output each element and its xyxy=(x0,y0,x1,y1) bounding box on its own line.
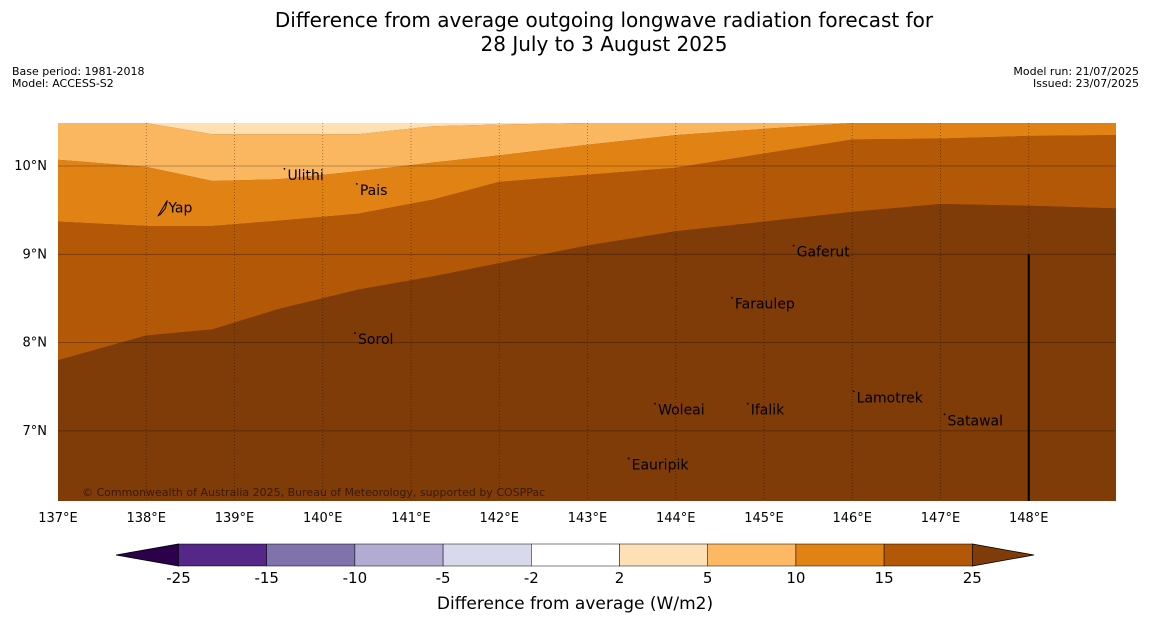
place-label-lamotrek: Lamotrek xyxy=(857,390,924,406)
island-ifalik-dot xyxy=(746,402,749,405)
colorbar-segment xyxy=(883,543,973,567)
place-label-pais: Pais xyxy=(360,183,388,199)
place-label-faraulep: Faraulep xyxy=(735,297,795,313)
colorbar-tick-label: -15 xyxy=(254,569,279,587)
lat-tick-label: 7°N xyxy=(23,424,48,439)
colorbar-segment xyxy=(707,543,797,567)
place-label-satawal: Satawal xyxy=(948,413,1003,429)
colorbar-tick-label: -25 xyxy=(166,569,191,587)
lon-tick-label: 147°E xyxy=(921,511,961,526)
lon-tick-label: 142°E xyxy=(479,511,519,526)
island-yap-outline xyxy=(157,200,168,217)
place-label-ulithi: Ulithi xyxy=(287,168,323,184)
colorbar-segment xyxy=(354,543,444,567)
lon-tick-label: 141°E xyxy=(391,511,431,526)
island-satawal-dot xyxy=(943,413,946,416)
lon-tick-label: 143°E xyxy=(568,511,608,526)
lon-tick-label: 139°E xyxy=(215,511,255,526)
contour-band-2 xyxy=(58,123,1116,181)
model-run: Model run: 21/07/2025 xyxy=(1013,65,1139,78)
model-name: Model: ACCESS-S2 xyxy=(12,77,114,90)
island-lamotrek-dot xyxy=(852,390,855,393)
colorbar-extend-low xyxy=(115,543,179,567)
lat-tick-label: 8°N xyxy=(23,336,48,351)
lat-tick-label: 9°N xyxy=(23,247,48,262)
island-woleai-dot xyxy=(654,402,656,405)
colorbar-extend-high xyxy=(971,543,1035,567)
contour-band-1 xyxy=(58,123,1116,135)
colorbar-tick-label: 2 xyxy=(615,569,625,587)
chart-title: Difference from average outgoing longwav… xyxy=(0,8,1150,56)
island-ulithi-dot xyxy=(283,167,286,170)
place-label-yap: Yap xyxy=(167,201,192,217)
colorbar-label: Difference from average (W/m2) xyxy=(436,594,714,614)
meta-right: Model run: 21/07/2025 Issued: 23/07/2025 xyxy=(1013,66,1139,90)
place-label-eauripik: Eauripik xyxy=(632,457,690,473)
title-line-2: 28 July to 3 August 2025 xyxy=(480,32,728,56)
colorbar-tick-label: 10 xyxy=(786,569,805,587)
colorbar-segment xyxy=(795,543,885,567)
colorbar-segment xyxy=(531,543,620,567)
lon-tick-label: 137°E xyxy=(38,511,78,526)
map-plot-area: Ulithi Pais Yap Gaferut Faraulep Sorol Lamotre… xyxy=(58,123,1116,501)
colorbar-tick-label: -5 xyxy=(436,569,451,587)
lon-tick-label: 146°E xyxy=(832,511,872,526)
colorbar-segment xyxy=(178,543,267,567)
colorbar-tick-label: -2 xyxy=(524,569,539,587)
place-label-sorol: Sorol xyxy=(358,332,393,348)
place-label-ifalik: Ifalik xyxy=(751,403,785,419)
meta-left: Base period: 1981-2018 Model: ACCESS-S2 xyxy=(12,66,144,90)
contour-band-4 xyxy=(58,135,1116,361)
colorbar-tick-label: 15 xyxy=(875,569,894,587)
place-label-gaferut: Gaferut xyxy=(797,245,851,261)
lat-tick-label: 10°N xyxy=(14,159,47,174)
lon-tick-label: 144°E xyxy=(656,511,696,526)
island-gaferut-dot xyxy=(792,244,795,247)
colorbar-segment xyxy=(266,543,356,567)
island-eauripik-dot xyxy=(627,457,630,460)
colorbar-tick-label: 5 xyxy=(703,569,713,587)
lon-tick-label: 148°E xyxy=(1009,511,1049,526)
issued-date: Issued: 23/07/2025 xyxy=(1032,77,1139,90)
lon-tick-label: 145°E xyxy=(744,511,784,526)
island-pais-dot xyxy=(355,182,358,185)
base-period: Base period: 1981-2018 xyxy=(12,65,145,78)
lon-tick-label: 138°E xyxy=(126,511,166,526)
island-faraulep-dot xyxy=(730,296,733,299)
copyright-text: © Commonwealth of Australia 2025, Bureau… xyxy=(82,486,545,499)
island-sorol-dot xyxy=(354,332,356,334)
place-label-woleai: Woleai xyxy=(658,403,705,419)
title-line-1: Difference from average outgoing longwav… xyxy=(274,8,934,32)
colorbar-segment xyxy=(619,543,708,567)
colorbar-segment xyxy=(442,543,532,567)
lon-tick-label: 140°E xyxy=(303,511,343,526)
contour-band-5 xyxy=(58,204,1116,501)
colorbar-tick-label: -10 xyxy=(343,569,368,587)
contour-band-3 xyxy=(58,123,1116,226)
colorbar-tick-label: 25 xyxy=(963,569,982,587)
